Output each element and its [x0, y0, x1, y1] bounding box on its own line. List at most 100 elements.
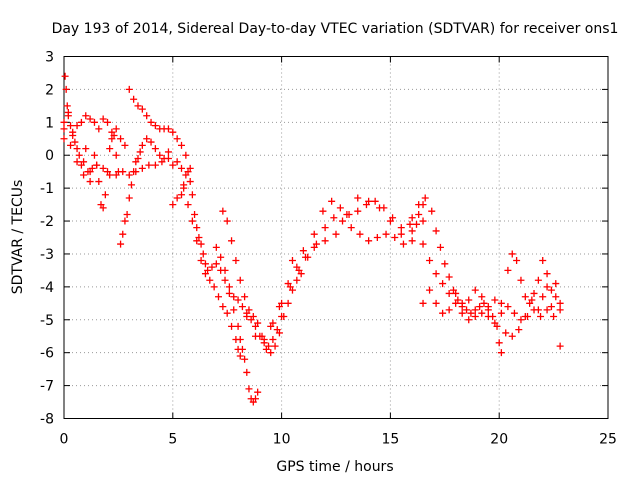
data-point	[164, 155, 172, 163]
data-point	[484, 303, 492, 311]
data-point	[69, 128, 77, 136]
y-tick-label: -5	[40, 313, 54, 329]
data-point	[238, 303, 246, 311]
data-point	[225, 283, 233, 291]
data-point	[508, 332, 516, 340]
data-point	[234, 296, 242, 304]
data-point	[219, 207, 227, 215]
data-point	[117, 135, 125, 143]
y-tick-label: -3	[40, 247, 54, 263]
data-point	[99, 204, 107, 212]
data-point	[221, 266, 229, 274]
x-tick-label: 25	[599, 432, 617, 448]
data-point	[234, 322, 242, 330]
data-point	[539, 293, 547, 301]
data-point	[147, 138, 155, 146]
y-tick-label: 0	[45, 148, 54, 164]
data-point	[173, 158, 181, 166]
data-point	[73, 158, 81, 166]
data-point	[127, 181, 135, 189]
data-point	[408, 227, 416, 235]
data-point	[275, 303, 283, 311]
data-point	[236, 352, 244, 360]
data-point	[245, 385, 253, 393]
data-point	[328, 197, 336, 205]
data-point	[432, 227, 440, 235]
data-point	[376, 204, 384, 212]
data-point	[178, 141, 186, 149]
data-point	[471, 312, 479, 320]
data-point	[106, 145, 114, 153]
data-point	[426, 286, 434, 294]
data-points	[60, 72, 564, 406]
data-point	[504, 303, 512, 311]
data-point	[330, 214, 338, 222]
data-point	[75, 151, 83, 159]
data-point	[299, 247, 307, 255]
x-tick-label: 5	[168, 432, 177, 448]
data-point	[445, 273, 453, 281]
y-axis-label: SDTVAR / TECUs	[10, 180, 26, 295]
data-point	[278, 312, 286, 320]
data-point	[432, 299, 440, 307]
data-point	[273, 326, 281, 334]
data-point	[391, 234, 399, 241]
x-tick-label: 0	[60, 432, 69, 448]
data-point	[406, 220, 414, 228]
y-tick-label: -6	[40, 346, 54, 362]
data-point	[71, 138, 79, 146]
data-point	[347, 224, 355, 232]
data-point	[197, 257, 205, 265]
chart-title: Day 193 of 2014, Sidereal Day-to-day VTE…	[52, 21, 619, 37]
data-point	[212, 243, 220, 251]
data-point	[67, 122, 75, 130]
data-point	[230, 306, 238, 314]
data-point	[193, 237, 201, 245]
data-point	[99, 115, 107, 123]
data-point	[201, 270, 209, 278]
data-point	[138, 164, 146, 172]
data-point	[491, 319, 499, 327]
data-point	[147, 118, 155, 126]
x-tick-label: 20	[490, 432, 508, 448]
data-point	[143, 135, 151, 143]
data-point	[504, 266, 512, 274]
data-point	[371, 197, 379, 205]
data-point	[158, 158, 166, 166]
data-point	[99, 164, 107, 172]
data-point	[556, 299, 564, 307]
data-point	[547, 303, 555, 311]
data-point	[413, 220, 421, 228]
data-point	[288, 257, 296, 265]
data-point	[145, 161, 153, 169]
data-point	[293, 276, 301, 284]
data-point	[484, 312, 492, 320]
data-point	[164, 125, 172, 133]
y-tick-label: -7	[40, 379, 54, 395]
data-point	[77, 118, 85, 126]
data-point	[399, 240, 407, 248]
data-point	[86, 115, 94, 123]
data-point	[125, 85, 133, 93]
data-point	[95, 125, 103, 133]
data-point	[208, 263, 216, 271]
data-point	[356, 230, 364, 238]
data-point	[543, 270, 551, 278]
data-point	[60, 118, 68, 126]
data-point	[408, 237, 416, 245]
data-point	[445, 289, 453, 297]
data-point	[138, 141, 146, 149]
data-point	[530, 306, 538, 314]
data-point	[143, 112, 151, 120]
data-point	[151, 122, 159, 130]
data-point	[452, 299, 460, 307]
data-point	[125, 171, 133, 179]
data-point	[60, 125, 68, 133]
data-point	[365, 197, 373, 205]
data-point	[221, 276, 229, 284]
data-point	[386, 217, 394, 225]
data-point	[228, 237, 236, 245]
data-point	[419, 217, 427, 225]
data-point	[243, 312, 251, 320]
data-point	[101, 191, 109, 199]
